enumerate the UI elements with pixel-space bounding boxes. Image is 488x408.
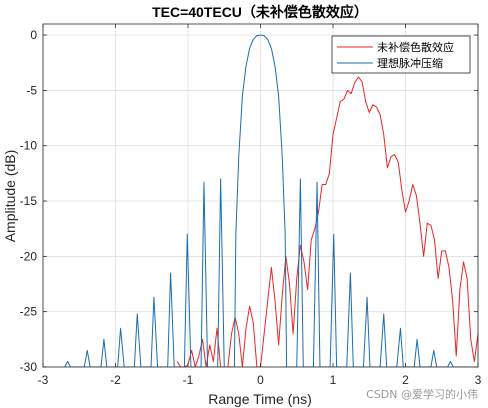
- y-axis: 0 -5 -10 -15 -20 -25 -30: [20, 28, 478, 374]
- y-tick-label: -5: [26, 83, 37, 97]
- legend-label-uncompensated: 未补偿色散效应: [377, 40, 454, 54]
- series-layer: [64, 34, 478, 367]
- x-tick-label: 1: [330, 373, 337, 387]
- y-tick-label: -20: [20, 249, 38, 263]
- x-tick-label: 0: [257, 373, 264, 387]
- y-axis-label: Amplitude (dB): [2, 150, 18, 243]
- x-axis-label: Range Time (ns): [208, 391, 311, 407]
- x-tick-label: -1: [183, 373, 194, 387]
- watermark: CSDN @爱学习的小伟: [366, 387, 478, 401]
- y-tick-label: -25: [20, 305, 38, 319]
- x-axis: -3 -2 -1 0 1 2 3: [38, 24, 482, 387]
- series-line-ideal: [64, 34, 471, 367]
- x-tick-label: 3: [475, 373, 482, 387]
- y-tick-label: -15: [20, 194, 38, 208]
- chart-title: TEC=40TECU（未补偿色散效应）: [152, 4, 368, 20]
- x-tick-label: -2: [110, 373, 121, 387]
- y-tick-label: 0: [30, 28, 37, 42]
- legend: 未补偿色散效应 理想脉冲压缩: [331, 35, 471, 74]
- y-tick-label: -10: [20, 139, 38, 153]
- series-line-uncompensated: [176, 76, 478, 367]
- y-tick-label: -30: [20, 360, 38, 374]
- legend-box: [331, 35, 471, 74]
- x-tick-label: -3: [38, 373, 49, 387]
- x-tick-label: 2: [402, 373, 409, 387]
- legend-label-ideal: 理想脉冲压缩: [377, 56, 443, 70]
